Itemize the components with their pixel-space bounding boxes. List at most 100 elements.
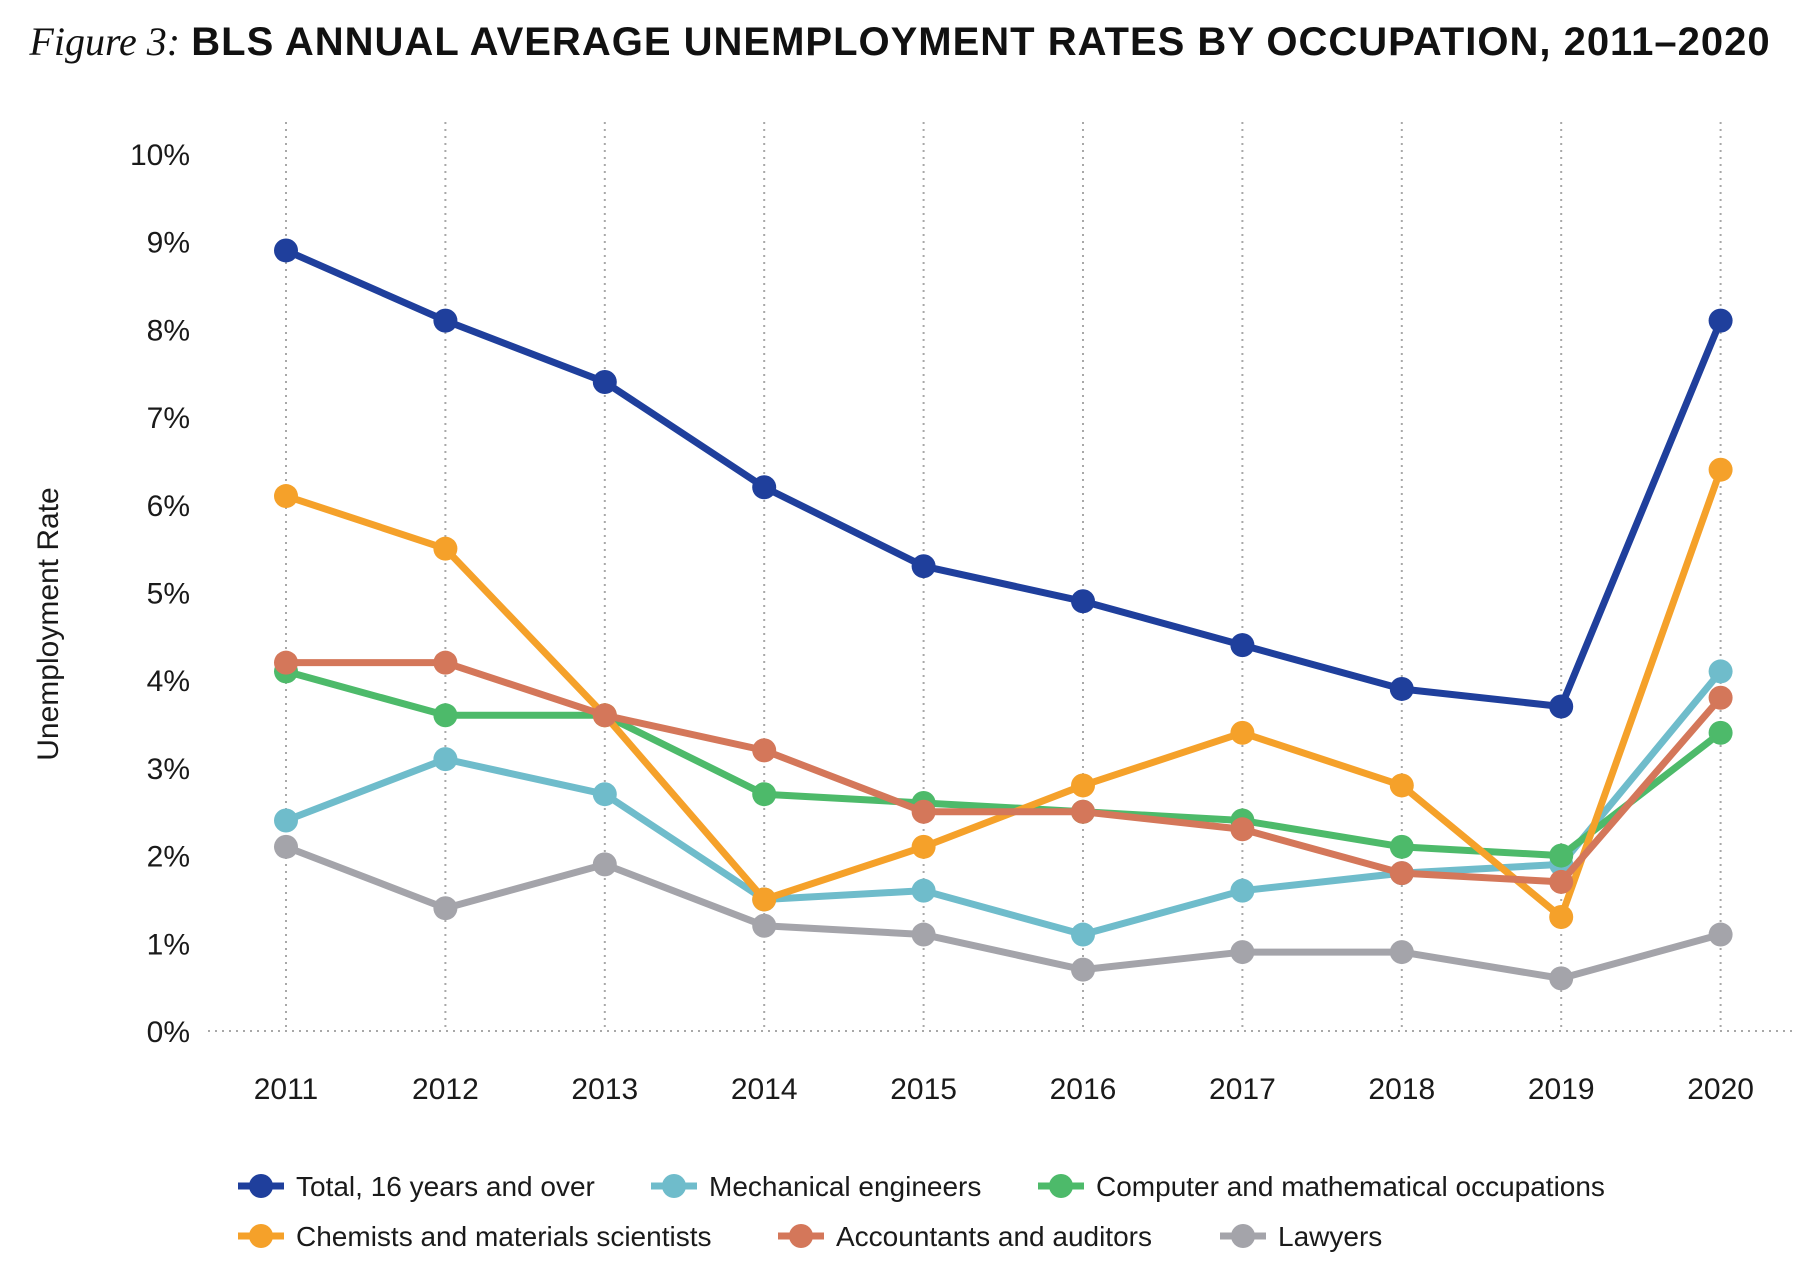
data-point (1389, 834, 1414, 859)
data-point (1389, 861, 1414, 886)
data-point (752, 782, 777, 807)
data-point (433, 650, 458, 675)
x-tick-label: 2016 (1050, 1073, 1117, 1106)
data-point (1071, 922, 1095, 947)
data-point (1071, 957, 1095, 982)
series-layer (274, 238, 1733, 991)
legend-swatch-marker (1231, 1224, 1255, 1248)
x-tick-label: 2019 (1528, 1073, 1595, 1106)
data-point (1549, 966, 1574, 991)
y-tick-label: 8% (147, 314, 190, 347)
x-tick-label: 2011 (254, 1073, 319, 1106)
x-tick-label: 2014 (731, 1073, 798, 1106)
y-tick-label: 1% (147, 928, 190, 961)
x-tick-label: 2018 (1368, 1073, 1435, 1106)
series-line (282, 466, 1725, 921)
legend-swatch-marker (249, 1174, 273, 1198)
data-point (911, 554, 936, 579)
data-point (1549, 904, 1574, 929)
data-point (592, 782, 617, 807)
data-point (1708, 308, 1733, 333)
y-tick-label: 7% (147, 402, 190, 435)
data-point (1071, 589, 1095, 614)
data-point (274, 650, 298, 675)
data-point (1708, 720, 1733, 745)
data-point (1389, 773, 1414, 798)
figure-title: BLS ANNUAL AVERAGE UNEMPLOYMENT RATES BY… (191, 20, 1771, 64)
data-point (592, 703, 617, 728)
data-point (1071, 773, 1095, 798)
data-point (274, 834, 298, 859)
y-tick-label: 10% (130, 139, 190, 172)
legend-label: Chemists and materials scientists (296, 1221, 711, 1252)
legend-item: Chemists and materials scientists (238, 1221, 711, 1252)
legend-label: Lawyers (1278, 1221, 1382, 1252)
series-0 (274, 238, 1733, 719)
data-point (433, 896, 458, 921)
data-point (752, 913, 777, 938)
data-point (911, 799, 936, 824)
data-point (433, 308, 458, 333)
y-tick-label: 3% (147, 753, 190, 786)
series-3 (274, 457, 1733, 929)
x-tick-label: 2017 (1209, 1073, 1276, 1106)
figure-prefix: Figure 3: (29, 19, 181, 64)
series-line (282, 843, 1725, 982)
data-point (1708, 457, 1733, 482)
data-point (1389, 676, 1414, 701)
legend-item: Computer and mathematical occupations (1038, 1171, 1605, 1202)
series-line (282, 667, 1725, 939)
legend-label: Computer and mathematical occupations (1096, 1171, 1605, 1202)
legend-swatch-marker (789, 1224, 813, 1248)
x-tick-label: 2013 (571, 1073, 638, 1106)
data-point (1708, 685, 1733, 710)
legend-label: Mechanical engineers (709, 1171, 981, 1202)
data-point (274, 484, 298, 509)
data-point (1708, 922, 1733, 947)
legend-swatch-marker (1049, 1174, 1073, 1198)
data-point (1230, 720, 1255, 745)
legend-item: Lawyers (1220, 1221, 1382, 1252)
legend-swatch-marker (662, 1174, 686, 1198)
series-4 (274, 650, 1733, 894)
x-tick-label: 2020 (1687, 1073, 1754, 1106)
data-point (1549, 869, 1574, 894)
x-axis: 2011 2012 2013 2014 2015 2016 2017 2018 2019 2020 (208, 1030, 1795, 1106)
y-tick-label: 6% (147, 490, 190, 523)
legend: Total, 16 years and over Mechanical engin… (238, 1171, 1605, 1252)
y-tick-label: 5% (147, 578, 190, 611)
y-tick-label: 4% (147, 665, 190, 698)
data-point (274, 808, 298, 833)
data-point (592, 852, 617, 877)
data-point (274, 238, 298, 263)
data-point (911, 878, 936, 903)
data-point (752, 887, 777, 912)
data-point (1230, 878, 1255, 903)
legend-label: Total, 16 years and over (296, 1171, 595, 1202)
series-2 (274, 659, 1733, 868)
data-point (1708, 659, 1733, 684)
y-tick-label: 0% (147, 1016, 190, 1049)
y-axis: 0% 1% 2% 3% 4% 5% 6% 7% 8% 9% 10% (130, 139, 190, 1049)
data-point (433, 536, 458, 561)
legend-item: Total, 16 years and over (238, 1171, 595, 1202)
series-line (282, 246, 1725, 711)
series-5 (274, 834, 1733, 991)
series-line (282, 659, 1725, 886)
y-axis-title: Unemployment Rate (32, 487, 65, 760)
data-point (433, 747, 458, 772)
y-tick-label: 2% (147, 841, 190, 874)
data-point (911, 834, 936, 859)
y-tick-label: 9% (147, 227, 190, 260)
data-point (911, 922, 936, 947)
legend-label: Accountants and auditors (836, 1221, 1152, 1252)
data-point (1230, 940, 1255, 965)
x-tick-label: 2015 (890, 1073, 957, 1106)
data-point (592, 370, 617, 395)
data-point (1230, 817, 1255, 842)
data-point (433, 703, 458, 728)
data-point (752, 475, 777, 500)
data-point (1230, 633, 1255, 658)
data-point (1071, 799, 1095, 824)
